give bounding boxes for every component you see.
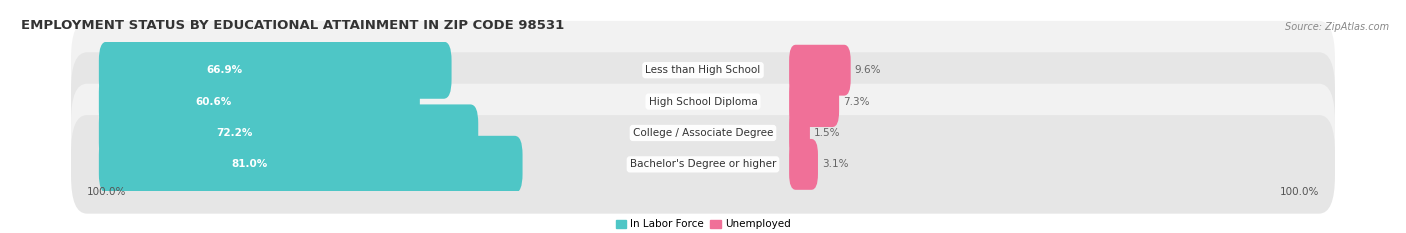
FancyBboxPatch shape — [98, 73, 420, 130]
FancyBboxPatch shape — [98, 42, 451, 99]
Text: Source: ZipAtlas.com: Source: ZipAtlas.com — [1285, 21, 1389, 31]
FancyBboxPatch shape — [72, 115, 1334, 214]
Text: 72.2%: 72.2% — [217, 128, 252, 138]
Text: 81.0%: 81.0% — [232, 159, 267, 169]
Text: 100.0%: 100.0% — [87, 187, 127, 197]
Legend: In Labor Force, Unemployed: In Labor Force, Unemployed — [612, 215, 794, 233]
FancyBboxPatch shape — [789, 76, 839, 127]
Text: 7.3%: 7.3% — [844, 97, 869, 106]
Text: EMPLOYMENT STATUS BY EDUCATIONAL ATTAINMENT IN ZIP CODE 98531: EMPLOYMENT STATUS BY EDUCATIONAL ATTAINM… — [21, 18, 564, 31]
Text: 1.5%: 1.5% — [814, 128, 841, 138]
Text: College / Associate Degree: College / Associate Degree — [633, 128, 773, 138]
Text: 66.9%: 66.9% — [207, 65, 243, 75]
Text: Bachelor's Degree or higher: Bachelor's Degree or higher — [630, 159, 776, 169]
FancyBboxPatch shape — [98, 136, 523, 193]
FancyBboxPatch shape — [789, 45, 851, 96]
Text: 100.0%: 100.0% — [1279, 187, 1319, 197]
FancyBboxPatch shape — [72, 21, 1334, 120]
FancyBboxPatch shape — [789, 108, 810, 158]
Text: High School Diploma: High School Diploma — [648, 97, 758, 106]
Text: Less than High School: Less than High School — [645, 65, 761, 75]
FancyBboxPatch shape — [72, 52, 1334, 151]
FancyBboxPatch shape — [72, 84, 1334, 182]
Text: 3.1%: 3.1% — [823, 159, 848, 169]
Text: 9.6%: 9.6% — [855, 65, 882, 75]
FancyBboxPatch shape — [789, 139, 818, 190]
Text: 60.6%: 60.6% — [195, 97, 232, 106]
FancyBboxPatch shape — [98, 104, 478, 161]
